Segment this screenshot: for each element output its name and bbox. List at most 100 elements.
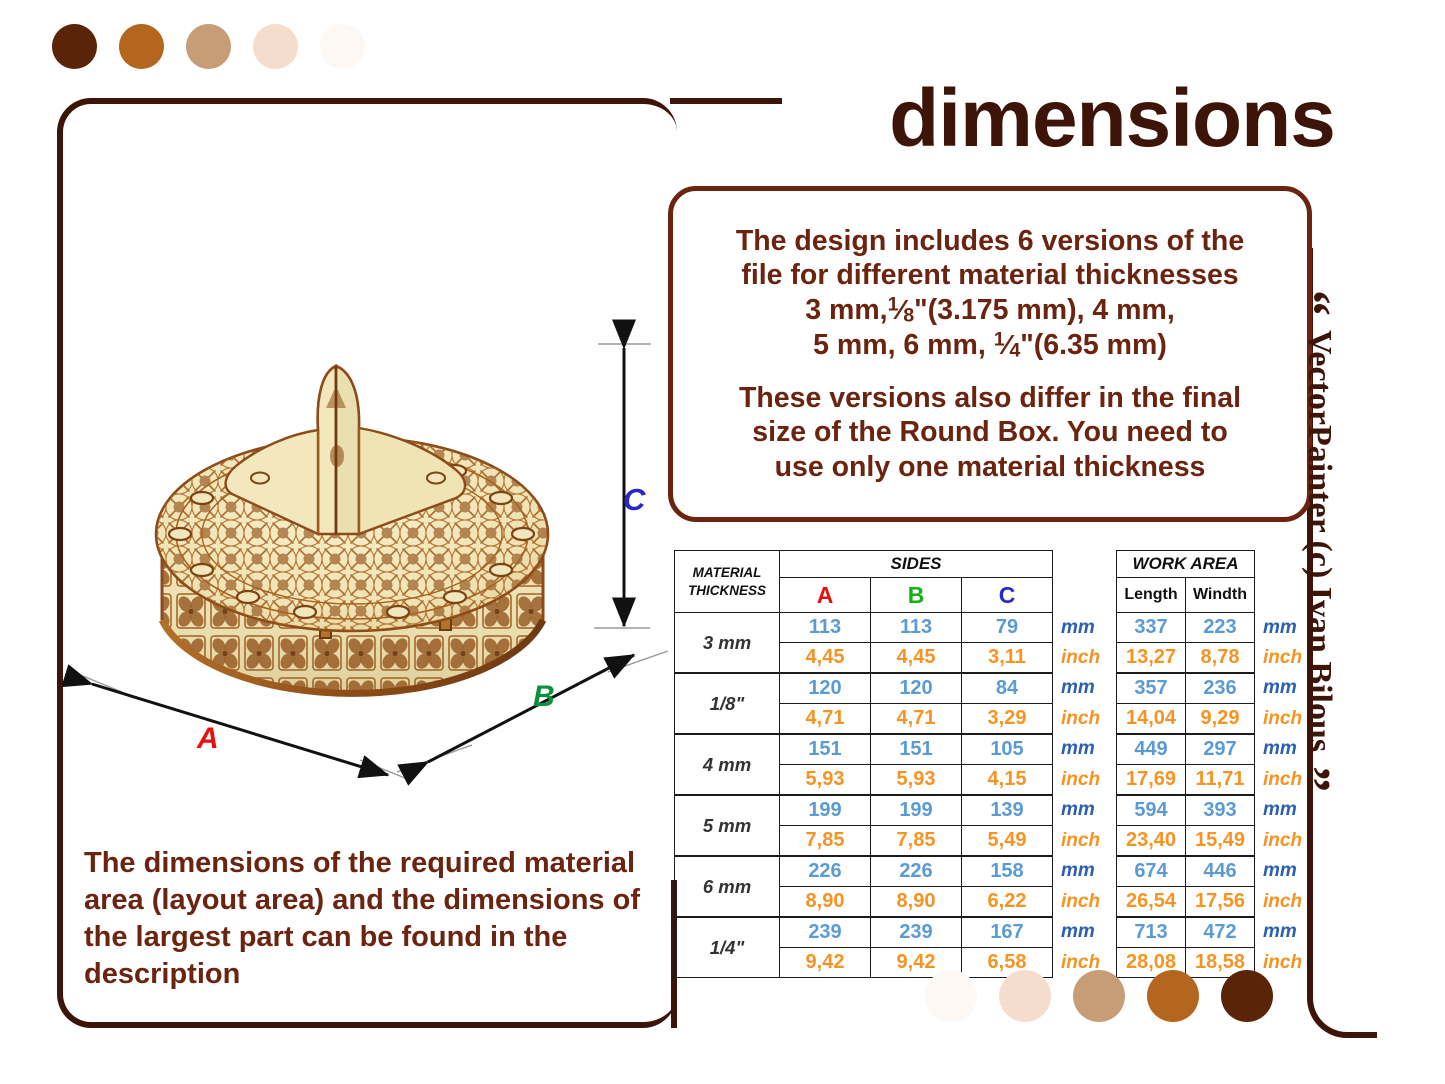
info2-line-1: These versions also differ in the final bbox=[738, 381, 1242, 414]
work-group-header-row: WORK AREA bbox=[1116, 550, 1255, 578]
cell-work-inch-windth: 15,49 bbox=[1185, 825, 1255, 857]
cell-work-inch-length: 23,40 bbox=[1116, 825, 1186, 857]
info-line-4-post: "(6.35 mm) bbox=[1020, 328, 1167, 361]
work-area-group-header: WORK AREA bbox=[1116, 550, 1255, 578]
cell-work-inch-length: 26,54 bbox=[1116, 886, 1186, 918]
cell-work-mm-length: 357 bbox=[1116, 672, 1186, 704]
color-swatch-2 bbox=[999, 970, 1051, 1022]
table-row: 1/8" 120 120 84 bbox=[674, 672, 1053, 735]
left-frame-top-extension bbox=[670, 98, 782, 104]
info2-line-3: use only one material thickness bbox=[774, 450, 1206, 483]
left-content-frame bbox=[57, 98, 677, 1028]
cell-work-inch-windth: 17,56 bbox=[1185, 886, 1255, 918]
info2-line-2: size of the Round Box. You need to bbox=[752, 416, 1228, 449]
table-row: 17,69 11,71 bbox=[1116, 764, 1255, 796]
work-area-unit-labels: mm inch mm inch mm inch mm inch mm inch mm inch bbox=[1263, 550, 1323, 978]
row-header-thickness: 6 mm bbox=[674, 855, 780, 918]
table-row: 6 mm 226 226 158 bbox=[674, 855, 1053, 918]
cell-inch-c: 6,22 bbox=[961, 886, 1053, 918]
cell-work-mm-windth: 297 bbox=[1185, 733, 1255, 765]
cell-work-mm-length: 449 bbox=[1116, 733, 1186, 765]
color-swatch-3 bbox=[1073, 970, 1125, 1022]
cell-inch-b: 7,85 bbox=[870, 825, 962, 857]
work-table-head: WORK AREA Length Windth bbox=[1116, 550, 1255, 613]
dimension-label-b: B bbox=[533, 680, 555, 713]
cell-mm-c: 139 bbox=[961, 794, 1053, 826]
info-line-2: file for different material thicknesses bbox=[741, 259, 1239, 292]
open-quote-icon: “ bbox=[1283, 290, 1341, 316]
cell-mm-a: 151 bbox=[779, 733, 871, 765]
cell-mm-c: 105 bbox=[961, 733, 1053, 765]
unit-label-inch: inch bbox=[1263, 829, 1303, 851]
table-row: 23,40 15,49 bbox=[1116, 825, 1255, 857]
work-area-table: WORK AREA Length Windth 337 223 13,27 8,78 3… bbox=[1116, 550, 1255, 978]
table-row: 594 393 bbox=[1116, 794, 1255, 826]
cell-inch-b: 5,93 bbox=[870, 764, 962, 796]
row-header-thickness: 3 mm bbox=[674, 612, 780, 674]
unit-label-mm: mm bbox=[1061, 616, 1095, 638]
sides-dimensions-table: MATERIAL THICKNESS SIDES A B C 3 mm 113 11… bbox=[674, 550, 1053, 978]
table-row: 5 mm 199 199 139 bbox=[674, 794, 1053, 857]
cell-mm-a: 120 bbox=[779, 672, 871, 704]
cell-mm-b: 151 bbox=[870, 733, 962, 765]
sides-table-head: MATERIAL THICKNESS SIDES A B C bbox=[674, 550, 1053, 613]
table-row: 3 mm 113 113 79 bbox=[674, 612, 1053, 674]
unit-label-inch: inch bbox=[1061, 951, 1101, 973]
cell-work-mm-windth: 236 bbox=[1185, 672, 1255, 704]
cell-inch-a: 8,90 bbox=[779, 886, 871, 918]
sides-table-body: 3 mm 113 113 79 4,45 4,45 3,11 1/8" 120 120 84 4,71… bbox=[674, 612, 1053, 978]
color-palette-bottom bbox=[925, 970, 1273, 1022]
cell-inch-c: 4,15 bbox=[961, 764, 1053, 796]
unit-label-mm: mm bbox=[1263, 799, 1297, 820]
cell-work-mm-windth: 223 bbox=[1185, 612, 1255, 643]
sides-unit-labels: mm inch mm inch mm inch mm inch mm inch mm inch bbox=[1061, 550, 1121, 978]
cell-work-inch-length: 14,04 bbox=[1116, 703, 1186, 735]
cell-work-mm-length: 594 bbox=[1116, 794, 1186, 826]
row-header-thickness: 4 mm bbox=[674, 733, 780, 796]
cell-mm-b: 226 bbox=[870, 855, 962, 887]
unit-label-mm: mm bbox=[1061, 738, 1095, 759]
cell-work-inch-windth: 11,71 bbox=[1185, 764, 1255, 796]
cell-inch-a: 9,42 bbox=[779, 947, 871, 978]
unit-label-mm: mm bbox=[1263, 921, 1297, 942]
frac-num-1: 1 bbox=[887, 293, 899, 316]
unit-label-inch: inch bbox=[1061, 829, 1101, 851]
fraction-one-eighth: 1⁄8 bbox=[887, 293, 915, 326]
column-header-windth: Windth bbox=[1185, 577, 1255, 613]
unit-label-inch: inch bbox=[1061, 646, 1101, 668]
cell-mm-b: 113 bbox=[870, 612, 962, 643]
page-title: dimensions bbox=[889, 73, 1336, 164]
cell-work-inch-windth: 8,78 bbox=[1185, 642, 1255, 674]
cell-inch-a: 5,93 bbox=[779, 764, 871, 796]
column-header-b: B bbox=[870, 577, 962, 613]
info-line-3-pre: 3 mm, bbox=[805, 293, 888, 326]
cell-work-mm-length: 713 bbox=[1116, 916, 1186, 948]
cell-inch-b: 8,90 bbox=[870, 886, 962, 918]
color-palette-top bbox=[52, 24, 365, 69]
mt-line-2: THICKNESS bbox=[687, 582, 766, 598]
info-line-3-post: "(3.175 mm), 4 mm, bbox=[914, 293, 1175, 326]
table-row: 28,08 18,58 bbox=[1116, 947, 1255, 978]
table-row: 4 mm 151 151 105 bbox=[674, 733, 1053, 796]
color-swatch-4 bbox=[1147, 970, 1199, 1022]
work-table-body: 337 223 13,27 8,78 357 236 14,04 9,29 449 297 17,6… bbox=[1116, 612, 1255, 978]
cell-work-inch-length: 13,27 bbox=[1116, 642, 1186, 674]
cell-inch-c: 5,49 bbox=[961, 825, 1053, 857]
cell-inch-c: 3,11 bbox=[961, 642, 1053, 674]
material-thickness-header: MATERIAL THICKNESS bbox=[674, 550, 780, 613]
unit-label-mm: mm bbox=[1263, 677, 1297, 698]
table-row: 4,71 4,71 3,29 bbox=[675, 703, 1053, 735]
info-line-4-pre: 5 mm, 6 mm, bbox=[813, 328, 994, 361]
unit-label-mm: mm bbox=[1061, 921, 1095, 942]
cell-mm-c: 167 bbox=[961, 916, 1053, 948]
cell-work-inch-windth: 9,29 bbox=[1185, 703, 1255, 735]
info-paragraph-1: The design includes 6 versions of the fi… bbox=[736, 224, 1244, 363]
table-row: 14,04 9,29 bbox=[1116, 703, 1255, 735]
cell-mm-b: 239 bbox=[870, 916, 962, 948]
sides-column-header-row: A B C bbox=[675, 577, 1053, 613]
cell-mm-b: 199 bbox=[870, 794, 962, 826]
table-row: 449 297 bbox=[1116, 733, 1255, 765]
cell-mm-c: 79 bbox=[961, 612, 1053, 643]
unit-label-mm: mm bbox=[1061, 860, 1095, 881]
